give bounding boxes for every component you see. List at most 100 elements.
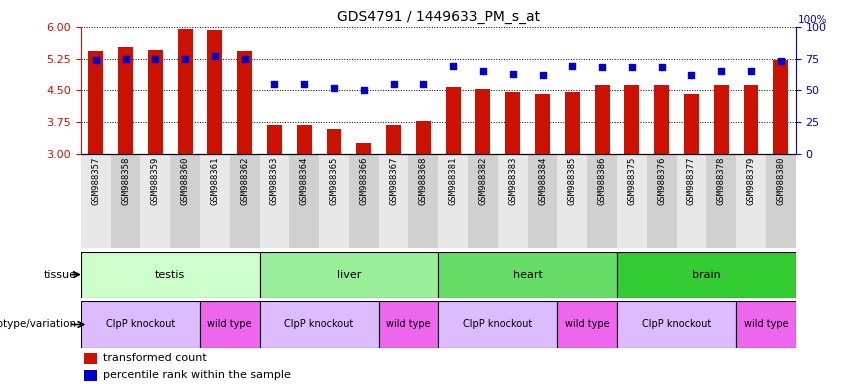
Point [297, 81, 311, 87]
Text: GSM988384: GSM988384 [538, 156, 547, 205]
Bar [200, 154, 230, 248]
Bar [260, 252, 438, 298]
Bar [379, 154, 408, 248]
Text: GSM988364: GSM988364 [300, 156, 309, 205]
Point [178, 56, 191, 62]
Point [476, 68, 489, 74]
Bar [267, 125, 282, 154]
Text: GSM988382: GSM988382 [478, 156, 488, 205]
Text: GSM988357: GSM988357 [91, 156, 100, 205]
Text: percentile rank within the sample: percentile rank within the sample [103, 370, 291, 380]
Text: GSM988363: GSM988363 [270, 156, 279, 205]
Bar [408, 154, 438, 248]
Text: GSM988376: GSM988376 [657, 156, 666, 205]
Bar [416, 121, 431, 154]
Point [267, 81, 281, 87]
Text: liver: liver [337, 270, 361, 280]
Bar [327, 129, 341, 154]
Text: GSM988359: GSM988359 [151, 156, 160, 205]
Title: GDS4791 / 1449633_PM_s_at: GDS4791 / 1449633_PM_s_at [337, 10, 540, 25]
Bar [89, 51, 103, 154]
Bar [178, 29, 192, 154]
Point [565, 63, 579, 69]
Bar [349, 154, 379, 248]
Bar [736, 301, 796, 348]
Bar [237, 51, 252, 154]
Bar [289, 154, 319, 248]
Bar [744, 85, 758, 154]
Bar [557, 301, 617, 348]
Bar [587, 154, 617, 248]
Bar [170, 154, 200, 248]
Bar [260, 154, 289, 248]
Text: GSM988378: GSM988378 [717, 156, 726, 205]
Text: transformed count: transformed count [103, 353, 207, 363]
Text: GSM988358: GSM988358 [121, 156, 130, 205]
Point [118, 56, 133, 62]
Bar [319, 154, 349, 248]
Bar [438, 301, 557, 348]
Point [714, 68, 728, 74]
Bar [118, 47, 133, 154]
Bar [625, 85, 639, 154]
Bar [565, 91, 580, 154]
Point [208, 53, 221, 59]
Bar [736, 154, 766, 248]
Bar [297, 125, 311, 154]
Point [237, 56, 252, 62]
Text: GSM988375: GSM988375 [627, 156, 637, 205]
Bar [468, 154, 498, 248]
Bar [684, 94, 699, 154]
Text: GSM988386: GSM988386 [597, 156, 607, 205]
Point [357, 87, 370, 93]
Point [654, 65, 668, 71]
Bar [557, 154, 587, 248]
Point [744, 68, 757, 74]
Bar [617, 252, 796, 298]
Text: GSM988379: GSM988379 [746, 156, 756, 205]
Bar [81, 301, 200, 348]
Text: GSM988362: GSM988362 [240, 156, 249, 205]
Text: ClpP knockout: ClpP knockout [463, 319, 533, 329]
Bar [617, 301, 736, 348]
Bar [446, 87, 460, 154]
Text: ClpP knockout: ClpP knockout [642, 319, 711, 329]
Bar [357, 143, 371, 154]
Text: GSM988365: GSM988365 [329, 156, 339, 205]
Bar [379, 301, 438, 348]
Bar [476, 89, 490, 154]
Text: GSM988360: GSM988360 [180, 156, 190, 205]
Text: tissue: tissue [43, 270, 77, 280]
Bar [81, 154, 111, 248]
Bar [595, 85, 609, 154]
Point [148, 56, 162, 62]
Bar [438, 154, 468, 248]
Point [446, 63, 460, 69]
Bar [714, 85, 728, 154]
Bar [230, 154, 260, 248]
Point [386, 81, 400, 87]
Point [89, 57, 102, 63]
Text: ClpP knockout: ClpP knockout [284, 319, 354, 329]
Bar [200, 301, 260, 348]
Bar [654, 85, 669, 154]
Bar [535, 94, 550, 154]
Text: wild type: wild type [565, 319, 609, 329]
Text: heart: heart [512, 270, 543, 280]
Text: GSM988366: GSM988366 [359, 156, 368, 205]
Text: testis: testis [155, 270, 186, 280]
Bar [766, 154, 796, 248]
Bar [774, 60, 788, 154]
Bar [81, 252, 260, 298]
Point [684, 72, 698, 78]
Bar [84, 370, 97, 381]
Bar [706, 154, 736, 248]
Text: GSM988381: GSM988381 [448, 156, 458, 205]
Text: wild type: wild type [744, 319, 788, 329]
Bar [111, 154, 140, 248]
Bar [260, 301, 379, 348]
Point [625, 65, 638, 71]
Point [774, 58, 787, 64]
Text: GSM988361: GSM988361 [210, 156, 220, 205]
Text: brain: brain [692, 270, 721, 280]
